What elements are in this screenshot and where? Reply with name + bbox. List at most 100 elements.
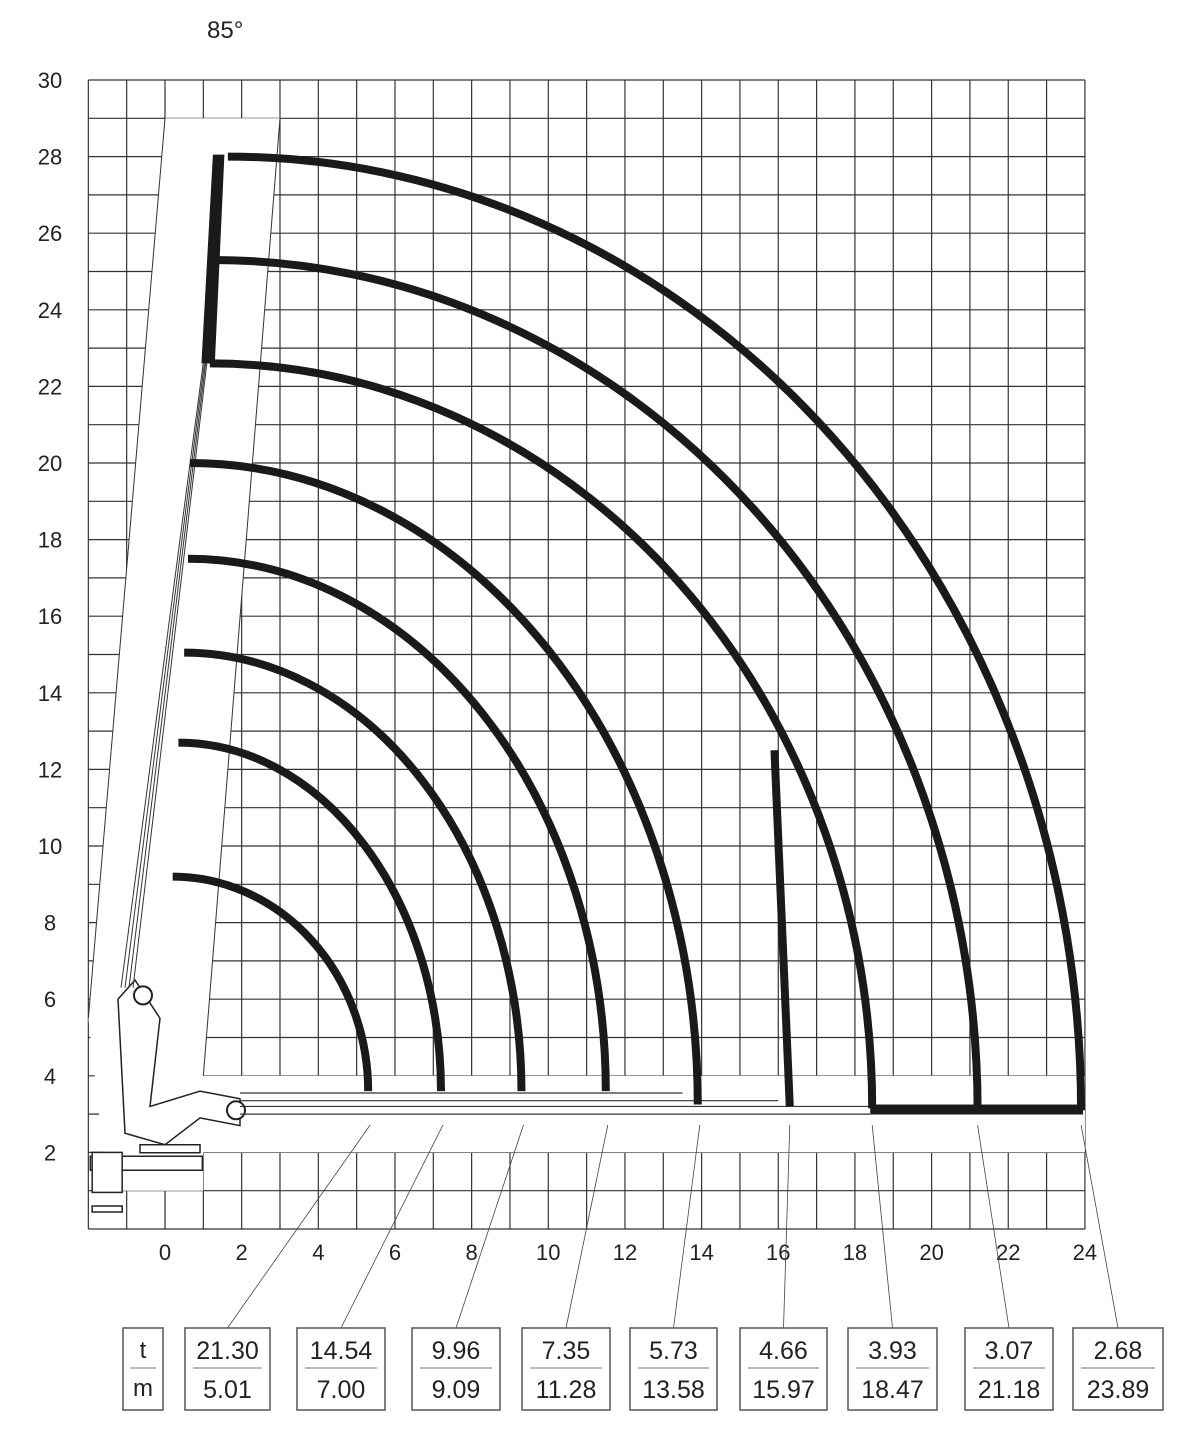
entry-box xyxy=(184,1327,271,1411)
boom-section xyxy=(124,363,205,988)
x-tick-label: 12 xyxy=(613,1240,637,1265)
angle-label: 85° xyxy=(207,17,243,44)
y-tick-label: 10 xyxy=(38,834,62,859)
load-value: 14.54 xyxy=(310,1337,373,1365)
leader-line xyxy=(565,1124,609,1329)
radius-value: 21.18 xyxy=(978,1376,1041,1404)
load-table-entry: 3.93 18.47 xyxy=(847,1327,938,1411)
lift-curve xyxy=(184,648,526,1092)
leader-line xyxy=(340,1124,444,1329)
leader-line xyxy=(783,1124,791,1329)
lift-curve xyxy=(189,459,702,1105)
lift-curve xyxy=(172,872,373,1092)
load-value: 5.73 xyxy=(649,1337,698,1365)
y-tick-label: 24 xyxy=(38,298,62,323)
envelope-edge-right xyxy=(202,118,281,1076)
y-tick-label: 20 xyxy=(38,451,62,476)
entry-box xyxy=(847,1327,938,1411)
lift-curve xyxy=(209,359,877,1109)
y-tick-label: 16 xyxy=(38,604,62,629)
leader-lines xyxy=(227,1124,1119,1329)
load-table-entry: 14.54 7.00 xyxy=(296,1327,386,1411)
load-value: 7.35 xyxy=(542,1337,591,1365)
load-table-entry: 9.96 9.09 xyxy=(411,1327,501,1411)
x-tick-label: 18 xyxy=(843,1240,867,1265)
outrigger-foot xyxy=(91,1205,123,1213)
x-tick-label: 6 xyxy=(389,1240,401,1265)
y-tick-label: 26 xyxy=(38,221,62,246)
load-value: 21.30 xyxy=(196,1337,259,1365)
load-value: 4.66 xyxy=(759,1337,808,1365)
entry-box xyxy=(629,1327,718,1411)
envelope-edge-left xyxy=(87,118,166,1019)
lift-curve xyxy=(187,554,610,1092)
x-tick-label: 8 xyxy=(466,1240,478,1265)
entry-box xyxy=(964,1327,1054,1411)
x-tick-label: 22 xyxy=(996,1240,1020,1265)
reach-limit-line xyxy=(770,750,794,1107)
radius-value: 11.28 xyxy=(536,1376,597,1404)
entry-box xyxy=(296,1327,386,1411)
leader-line xyxy=(871,1124,893,1329)
leader-line xyxy=(227,1124,371,1329)
entry-box xyxy=(411,1327,501,1411)
load-value: 3.07 xyxy=(985,1337,1034,1365)
leader-line xyxy=(977,1124,1010,1329)
header-box xyxy=(122,1327,164,1411)
lift-curve xyxy=(212,256,982,1111)
y-tick-label: 2 xyxy=(44,1140,56,1165)
leader-line xyxy=(1080,1124,1119,1329)
x-tick-label: 16 xyxy=(766,1240,790,1265)
x-tick-label: 0 xyxy=(159,1240,171,1265)
outrigger xyxy=(91,1151,123,1194)
load-table-entry: 4.66 15.97 xyxy=(739,1327,828,1411)
y-tick-label: 14 xyxy=(38,681,62,706)
y-tick-label: 8 xyxy=(44,911,56,936)
load-value: 3.93 xyxy=(868,1337,917,1365)
load-table-entry: 21.30 5.01 xyxy=(184,1327,271,1411)
load-value: 2.68 xyxy=(1094,1337,1143,1365)
y-tick-label: 22 xyxy=(38,374,62,399)
y-tick-label: 18 xyxy=(38,528,62,553)
radius-value: 18.47 xyxy=(861,1376,924,1404)
slewing-base xyxy=(139,1143,201,1154)
table-header: tm xyxy=(122,1327,164,1411)
load-table: tm 21.30 5.01 14.54 7.00 9.96 9.09 7.35 11.28 5.7… xyxy=(122,1327,1164,1411)
x-tick-label: 14 xyxy=(689,1240,713,1265)
leader-line xyxy=(673,1124,701,1329)
load-value: 9.96 xyxy=(432,1337,481,1365)
boom-section xyxy=(120,363,204,988)
radius-value: 5.01 xyxy=(203,1376,252,1404)
x-tick-label: 4 xyxy=(312,1240,324,1265)
boom-pivot xyxy=(133,985,153,1006)
y-tick-label: 28 xyxy=(38,145,62,170)
y-tick-label: 12 xyxy=(38,757,62,782)
load-table-entry: 5.73 13.58 xyxy=(629,1327,718,1411)
boom-section xyxy=(132,363,208,988)
x-tick-label: 20 xyxy=(919,1240,943,1265)
radius-unit: m xyxy=(133,1375,153,1402)
boom-envelope-area xyxy=(88,118,1085,1191)
entry-box xyxy=(1072,1327,1164,1411)
x-tick-label: 2 xyxy=(236,1240,248,1265)
radius-value: 23.89 xyxy=(1087,1376,1150,1404)
radius-value: 9.09 xyxy=(432,1376,481,1404)
entry-box xyxy=(521,1327,611,1411)
radius-value: 15.97 xyxy=(752,1376,815,1404)
radius-value: 7.00 xyxy=(317,1376,366,1404)
load-unit: t xyxy=(140,1337,147,1364)
load-table-entry: 3.07 21.18 xyxy=(964,1327,1054,1411)
load-table-entry: 2.68 23.89 xyxy=(1072,1327,1164,1411)
x-tick-label: 10 xyxy=(536,1240,560,1265)
lift-curves xyxy=(172,152,1086,1111)
y-tick-label: 4 xyxy=(44,1064,56,1089)
y-tick-label: 6 xyxy=(44,987,56,1012)
radius-value: 13.58 xyxy=(642,1376,705,1404)
x-tick-labels: 0 2 4 6 8 10 12 14 16 18 20 22 24 xyxy=(159,1240,1097,1265)
load-table-entry: 7.35 11.28 xyxy=(521,1327,611,1411)
lift-curve xyxy=(178,738,445,1092)
boom-section xyxy=(128,363,207,988)
boom-envelope xyxy=(87,118,1085,1191)
